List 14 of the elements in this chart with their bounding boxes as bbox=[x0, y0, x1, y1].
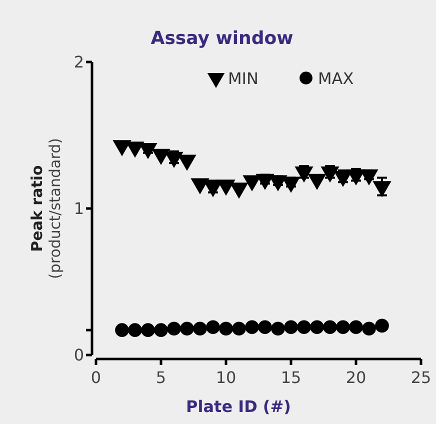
chart-title: Assay window bbox=[150, 28, 294, 49]
legend-label: MAX bbox=[318, 69, 354, 88]
x-tick-label: 20 bbox=[346, 368, 366, 387]
x-tick-label: 5 bbox=[156, 368, 166, 387]
x-axis-title: Plate ID (#) bbox=[186, 397, 291, 416]
y-tick-label: 1 bbox=[74, 199, 84, 218]
x-tick-label: 10 bbox=[216, 368, 236, 387]
x-tick-label: 0 bbox=[90, 368, 102, 387]
y-axis-title: Peak ratio (product/standard) bbox=[28, 138, 64, 279]
y-tick-label: 2 bbox=[74, 52, 84, 72]
x-tick-label: 25 bbox=[410, 368, 432, 387]
x-tick-label: 15 bbox=[280, 368, 302, 387]
legend-label: MIN bbox=[228, 69, 258, 88]
y-tick-label: 0 bbox=[74, 346, 84, 365]
